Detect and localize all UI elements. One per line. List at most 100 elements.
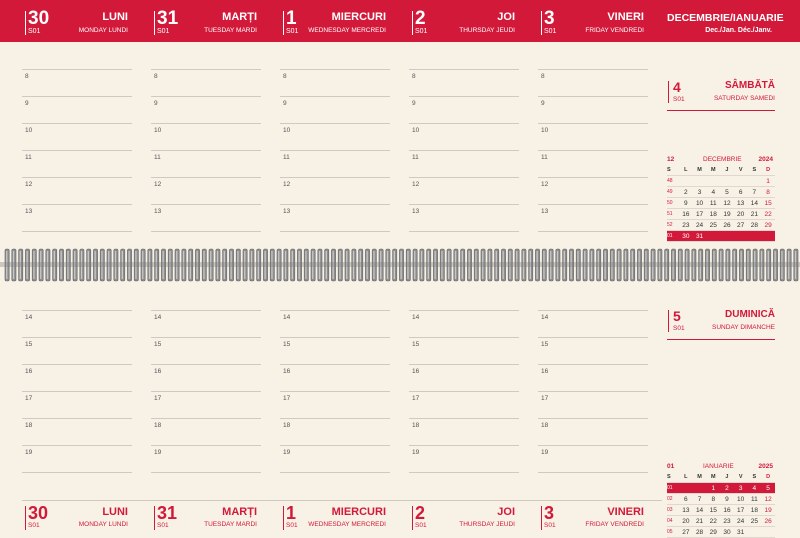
writing-line[interactable] [409, 310, 519, 311]
hour-label: 14 [283, 314, 291, 321]
writing-line[interactable] [538, 310, 648, 311]
calendar-day [720, 175, 734, 187]
writing-line[interactable] [280, 445, 390, 446]
saturday-number: 4 [673, 79, 681, 95]
writing-line[interactable] [280, 150, 390, 151]
writing-line[interactable] [151, 310, 261, 311]
weekday-label: V [733, 165, 748, 176]
writing-line[interactable] [538, 364, 648, 365]
writing-line[interactable] [22, 231, 132, 232]
calendar-day: 01 [667, 482, 679, 494]
calendar-day: 03 [667, 504, 679, 516]
writing-line[interactable] [151, 472, 261, 473]
writing-line[interactable] [409, 177, 519, 178]
day-number: 30 [28, 8, 50, 29]
writing-line[interactable] [538, 69, 648, 70]
writing-line[interactable] [409, 123, 519, 124]
hour-label: 17 [283, 395, 291, 402]
writing-line[interactable] [151, 123, 261, 124]
writing-line[interactable] [151, 418, 261, 419]
writing-line[interactable] [280, 231, 390, 232]
writing-line[interactable] [151, 364, 261, 365]
writing-line[interactable] [22, 177, 132, 178]
calendar-day: 6 [733, 186, 748, 198]
writing-line[interactable] [409, 472, 519, 473]
writing-line[interactable] [22, 123, 132, 124]
writing-line[interactable] [151, 391, 261, 392]
day-week: S01 [28, 28, 41, 35]
day-header-4: 3 S01 VINERI FRIDAY VENDREDI [538, 0, 648, 42]
writing-line[interactable] [538, 96, 648, 97]
writing-line[interactable] [22, 310, 132, 311]
writing-line[interactable] [22, 472, 132, 473]
calendar-day: 22 [761, 208, 775, 220]
writing-line[interactable] [151, 69, 261, 70]
writing-line[interactable] [409, 231, 519, 232]
writing-line[interactable] [151, 445, 261, 446]
writing-line[interactable] [538, 204, 648, 205]
writing-line[interactable] [151, 204, 261, 205]
writing-line[interactable] [538, 177, 648, 178]
weekday-label: J [720, 165, 734, 176]
writing-line[interactable] [280, 364, 390, 365]
writing-line[interactable] [280, 204, 390, 205]
writing-line[interactable] [409, 391, 519, 392]
writing-line[interactable] [280, 472, 390, 473]
writing-line[interactable] [22, 418, 132, 419]
writing-line[interactable] [22, 364, 132, 365]
day-footer-0: 30 S01 LUNI MONDAY LUNDI [22, 502, 132, 534]
writing-line[interactable] [409, 364, 519, 365]
writing-line[interactable] [538, 445, 648, 446]
hour-label: 10 [154, 127, 162, 134]
writing-line[interactable] [280, 337, 390, 338]
writing-line[interactable] [409, 150, 519, 151]
calendar-day: 16 [679, 208, 693, 220]
writing-line[interactable] [409, 418, 519, 419]
writing-line[interactable] [409, 445, 519, 446]
writing-line[interactable] [280, 177, 390, 178]
writing-line[interactable] [280, 418, 390, 419]
writing-line[interactable] [22, 337, 132, 338]
day-week: S01 [28, 522, 40, 529]
mini-calendar-december: 12 DECEMBRIE 2024 S L M M J V S D 48 1 49 2 3 4 5 6 7 8 50 9 10… [667, 156, 775, 242]
writing-line[interactable] [538, 418, 648, 419]
hour-label: 11 [154, 154, 161, 161]
writing-line[interactable] [22, 204, 132, 205]
calendar-day: 27 [733, 219, 748, 231]
writing-line[interactable] [22, 150, 132, 151]
writing-line[interactable] [151, 150, 261, 151]
writing-line[interactable] [280, 96, 390, 97]
hour-label: 17 [541, 395, 549, 402]
hour-label: 13 [283, 208, 291, 215]
calendar-day: 10 [692, 197, 707, 209]
writing-line[interactable] [22, 391, 132, 392]
writing-line[interactable] [538, 337, 648, 338]
writing-line[interactable] [538, 231, 648, 232]
writing-line[interactable] [538, 472, 648, 473]
hour-label: 16 [25, 368, 33, 375]
writing-line[interactable] [409, 204, 519, 205]
writing-line[interactable] [22, 445, 132, 446]
writing-line[interactable] [538, 123, 648, 124]
day-sub: WEDNESDAY MERCREDI [308, 27, 386, 34]
writing-line[interactable] [409, 337, 519, 338]
writing-line[interactable] [151, 231, 261, 232]
hour-label: 17 [154, 395, 162, 402]
writing-line[interactable] [538, 391, 648, 392]
hour-label: 8 [25, 73, 29, 80]
writing-line[interactable] [151, 96, 261, 97]
writing-line[interactable] [409, 69, 519, 70]
writing-line[interactable] [280, 123, 390, 124]
writing-line[interactable] [22, 96, 132, 97]
writing-line[interactable] [409, 96, 519, 97]
writing-line[interactable] [22, 69, 132, 70]
writing-line[interactable] [280, 310, 390, 311]
writing-line[interactable] [280, 391, 390, 392]
writing-line[interactable] [151, 337, 261, 338]
writing-line[interactable] [538, 150, 648, 151]
day-header-1: 31 S01 MARȚI TUESDAY MARDI [151, 0, 261, 42]
writing-line[interactable] [151, 177, 261, 178]
writing-line[interactable] [280, 69, 390, 70]
calendar-day: 6 [679, 493, 693, 505]
saturday-week: S01 [673, 96, 685, 103]
